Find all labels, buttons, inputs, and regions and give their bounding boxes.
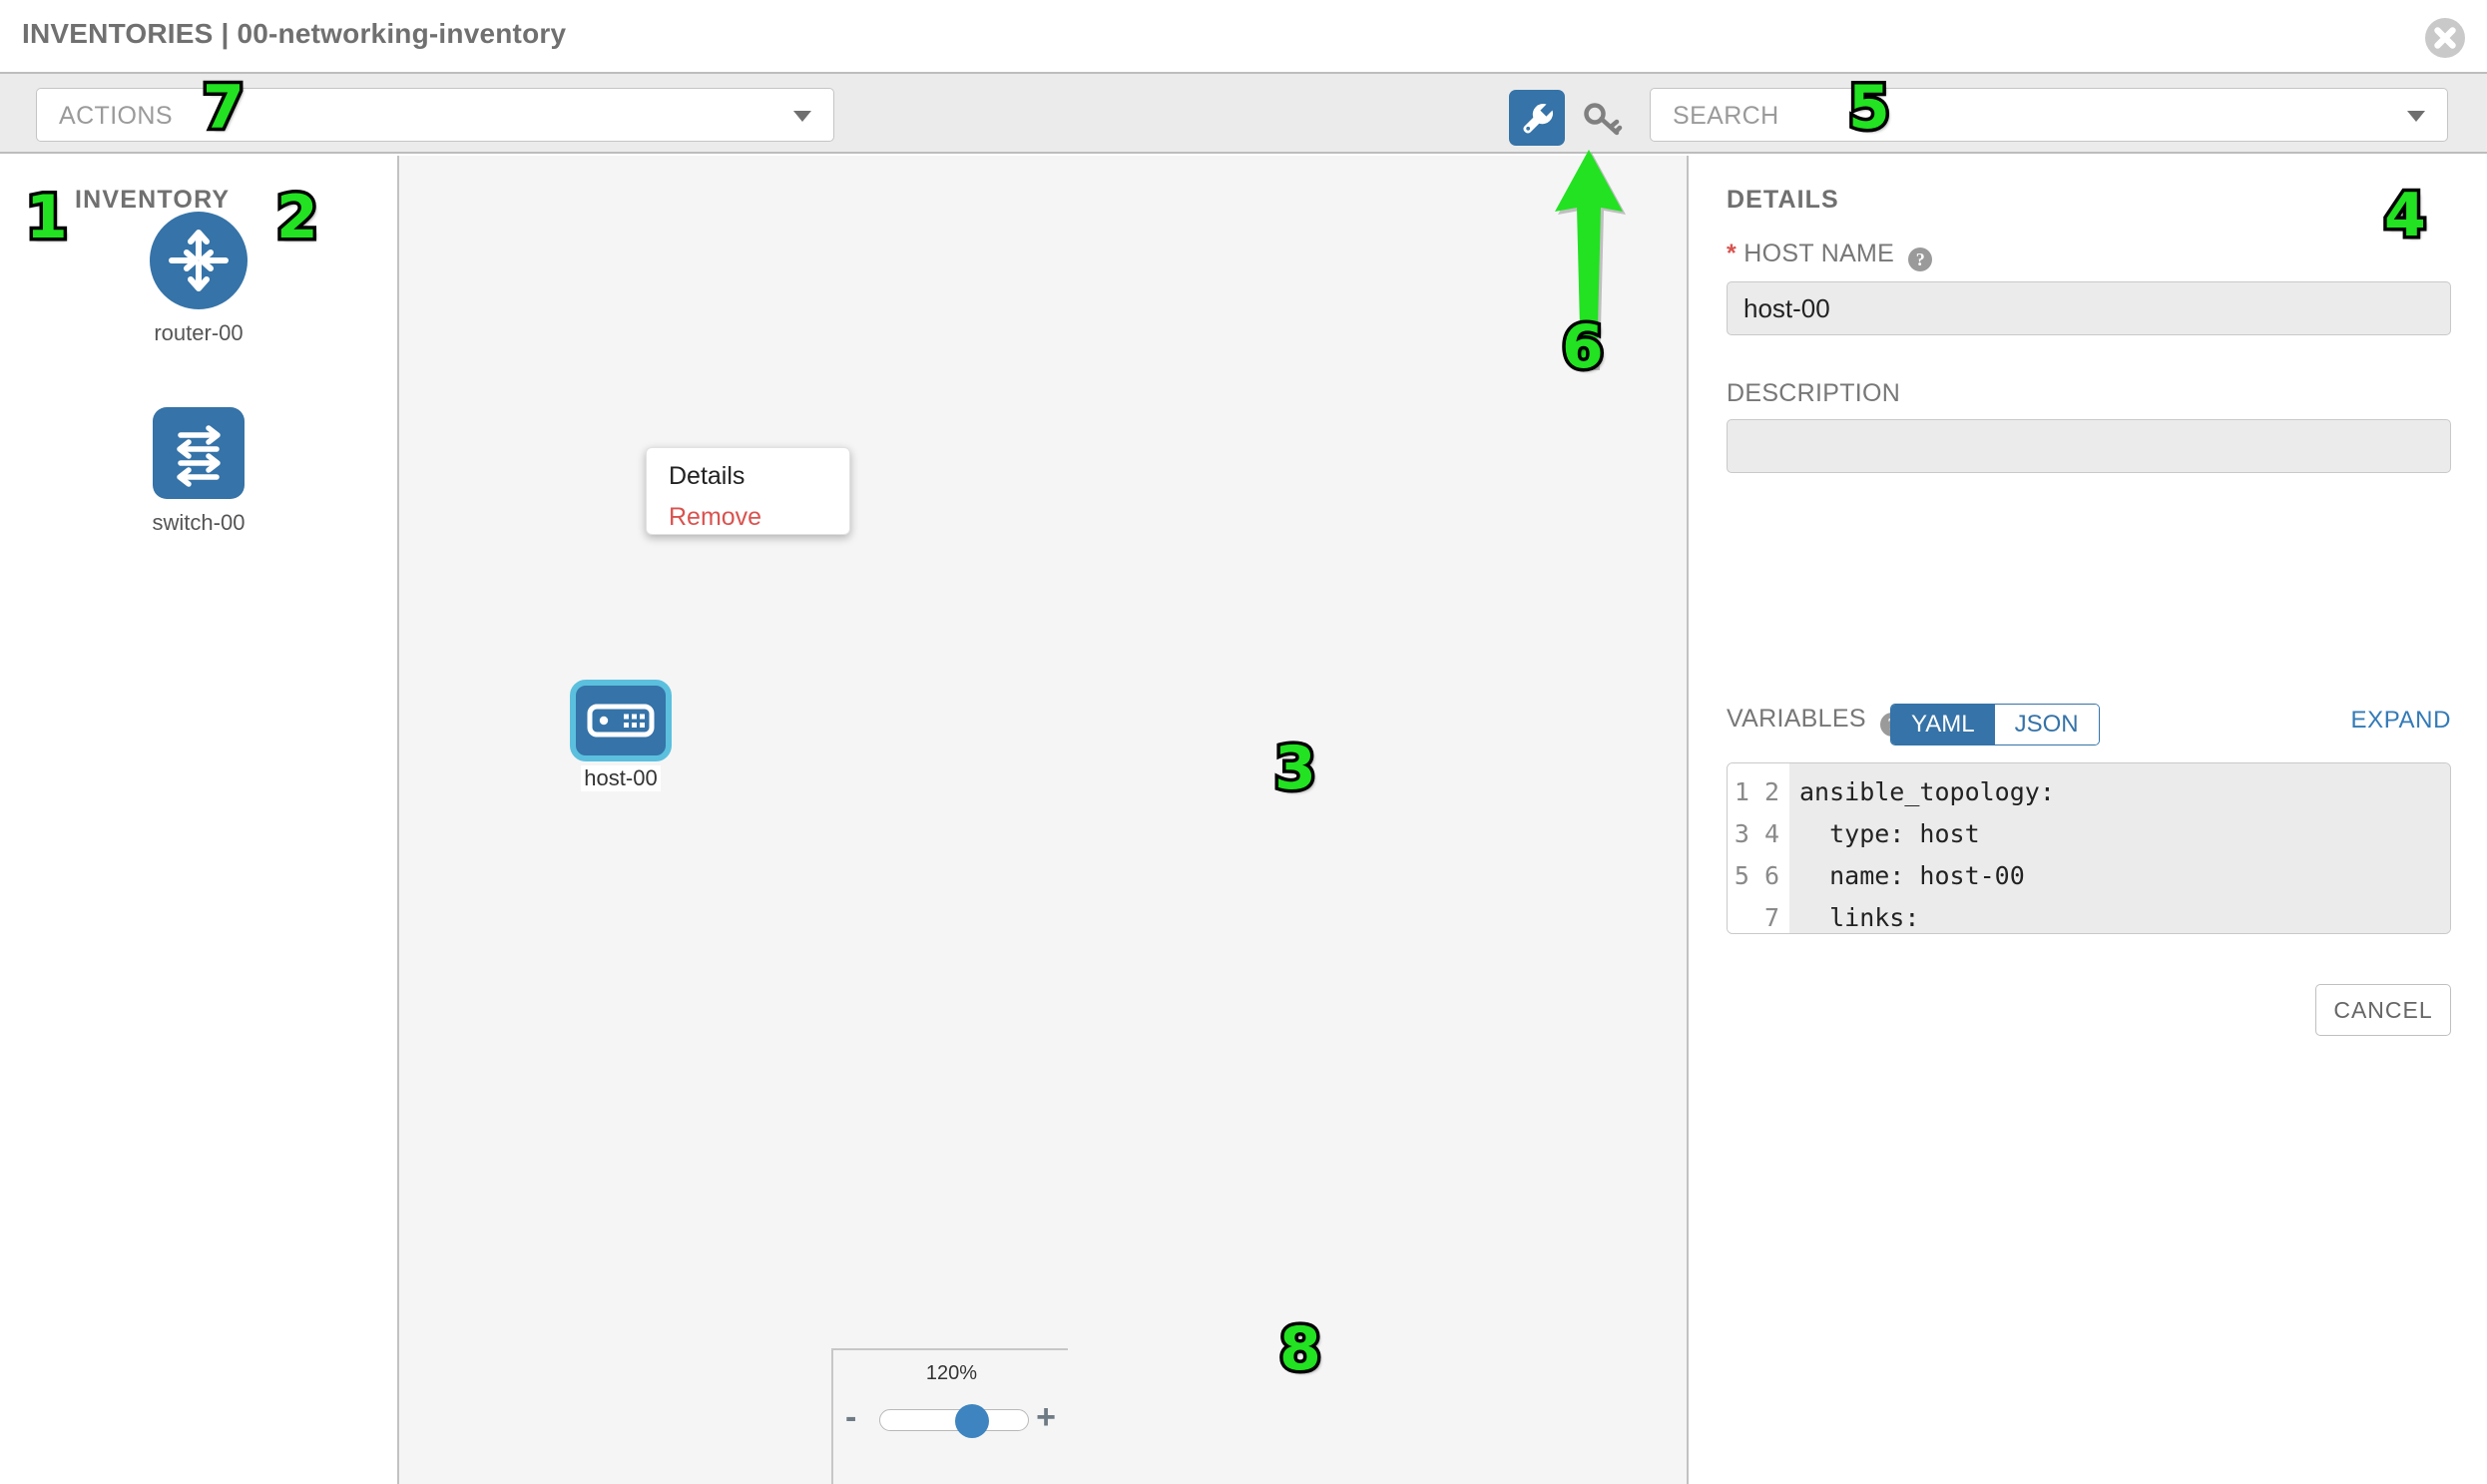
details-panel: DETAILS * HOST NAME ? host-00 DESCRIPTIO… [1691,156,2487,1484]
chevron-down-icon [2407,111,2425,122]
switch-icon [153,407,245,499]
context-menu-item-details[interactable]: Details [669,462,746,490]
sidebar-item-label: router-00 [154,320,244,345]
host-name-label: * HOST NAME ? [1727,240,1933,271]
variables-label: VARIABLES ? [1727,705,1905,737]
description-label: DESCRIPTION [1727,379,1901,407]
sidebar-item-label: switch-00 [152,510,246,535]
zoom-control: 120% - + [831,1348,1068,1484]
host-name-label-text: HOST NAME [1743,240,1895,267]
expand-link[interactable]: EXPAND [2350,707,2451,734]
required-marker: * [1727,240,1738,267]
variables-code-editor[interactable]: 1 2 3 4 5 6 7 ansible_topology: type: ho… [1727,762,2451,934]
wrench-icon-button[interactable] [1509,90,1565,146]
topology-canvas[interactable]: host-00 Details Remove 120% - + [397,156,1689,1484]
sidebar-item-router-00[interactable]: router-00 [0,212,397,346]
sidebar-item-switch-00[interactable]: switch-00 [0,407,397,536]
sidebar-title: INVENTORY [75,186,231,214]
close-icon[interactable] [2425,18,2465,58]
variables-label-text: VARIABLES [1727,705,1866,733]
format-option-json[interactable]: JSON [1994,705,2099,744]
zoom-slider-row: - + [833,1398,1070,1438]
search-placeholder-label: SEARCH [1673,102,1779,130]
actions-select[interactable]: ACTIONS [36,88,834,142]
inventory-sidebar: INVENTORY router-00 [0,156,397,1484]
editor-line-numbers: 1 2 3 4 5 6 7 [1728,763,1789,933]
editor-toolbar: ACTIONS SEARCH [0,72,2487,154]
search-input[interactable]: SEARCH [1650,88,2448,142]
modal-title-bar: INVENTORIES | 00-networking-inventory [0,0,2487,72]
chevron-down-icon [793,111,811,122]
page-title: INVENTORIES | 00-networking-inventory [22,18,567,49]
topology-node-host-00[interactable]: host-00 [570,680,672,791]
zoom-in-button[interactable]: + [1036,1398,1056,1436]
router-icon [150,212,248,309]
description-field[interactable] [1727,419,2451,473]
variables-format-toggle: YAML JSON [1890,704,2100,745]
actions-select-label: ACTIONS [59,102,173,130]
zoom-slider-thumb[interactable] [954,1404,989,1438]
editor-code-content[interactable]: ansible_topology: type: host name: host-… [1789,763,2450,933]
zoom-percent-label: 120% [925,1362,978,1384]
format-option-yaml[interactable]: YAML [1891,705,1995,744]
context-menu-item-remove[interactable]: Remove [669,503,762,531]
node-label: host-00 [581,765,661,791]
host-name-field[interactable]: host-00 [1727,281,2451,335]
zoom-slider-track[interactable] [879,1404,1029,1438]
node-box[interactable] [570,680,672,761]
cancel-button[interactable]: CANCEL [2315,984,2451,1036]
zoom-out-button[interactable]: - [845,1398,857,1436]
details-title: DETAILS [1727,186,1839,214]
help-icon[interactable]: ? [1908,247,1933,271]
key-icon-button[interactable] [1575,90,1631,146]
node-context-menu: Details Remove [646,447,850,535]
